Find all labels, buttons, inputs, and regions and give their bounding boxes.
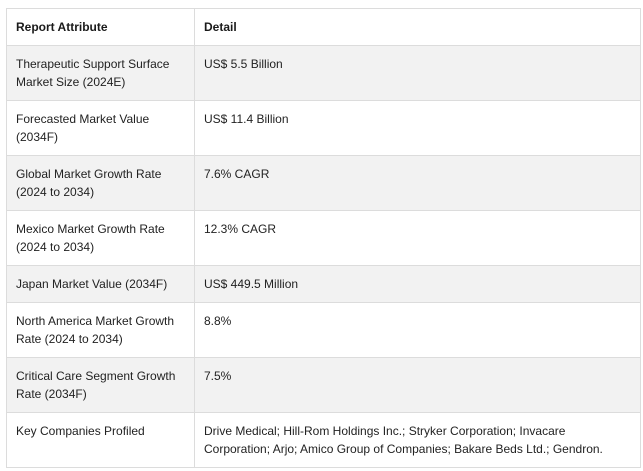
row-detail: US$ 11.4 Billion [194,100,641,156]
header-detail: Detail [194,8,641,46]
table-row: Forecasted Market Value (2034F) US$ 11.4… [6,100,641,156]
table-row: Japan Market Value (2034F) US$ 449.5 Mil… [6,265,641,303]
table-row: Mexico Market Growth Rate (2024 to 2034)… [6,210,641,266]
row-detail: US$ 5.5 Billion [194,45,641,101]
row-detail: US$ 449.5 Million [194,265,641,303]
row-attribute: Japan Market Value (2034F) [6,265,195,303]
table-row: North America Market Growth Rate (2024 t… [6,302,641,358]
table-row: Key Companies Profiled Drive Medical; Hi… [6,412,641,468]
row-attribute: Critical Care Segment Growth Rate (2034F… [6,357,195,413]
row-attribute: Key Companies Profiled [6,412,195,468]
row-attribute: North America Market Growth Rate (2024 t… [6,302,195,358]
table-row: Global Market Growth Rate (2024 to 2034)… [6,155,641,211]
header-report-attribute: Report Attribute [6,8,195,46]
row-attribute: Forecasted Market Value (2034F) [6,100,195,156]
row-attribute: Global Market Growth Rate (2024 to 2034) [6,155,195,211]
row-detail: 7.6% CAGR [194,155,641,211]
table-header-row: Report Attribute Detail [6,8,641,46]
row-detail: 8.8% [194,302,641,358]
table-row: Critical Care Segment Growth Rate (2034F… [6,357,641,413]
table-row: Therapeutic Support Surface Market Size … [6,45,641,101]
row-attribute: Therapeutic Support Surface Market Size … [6,45,195,101]
row-attribute: Mexico Market Growth Rate (2024 to 2034) [6,210,195,266]
row-detail: 12.3% CAGR [194,210,641,266]
report-attributes-table-container: Report Attribute Detail Therapeutic Supp… [6,8,641,468]
row-detail: Drive Medical; Hill-Rom Holdings Inc.; S… [194,412,641,468]
row-detail: 7.5% [194,357,641,413]
report-attributes-table: Report Attribute Detail Therapeutic Supp… [6,8,641,468]
